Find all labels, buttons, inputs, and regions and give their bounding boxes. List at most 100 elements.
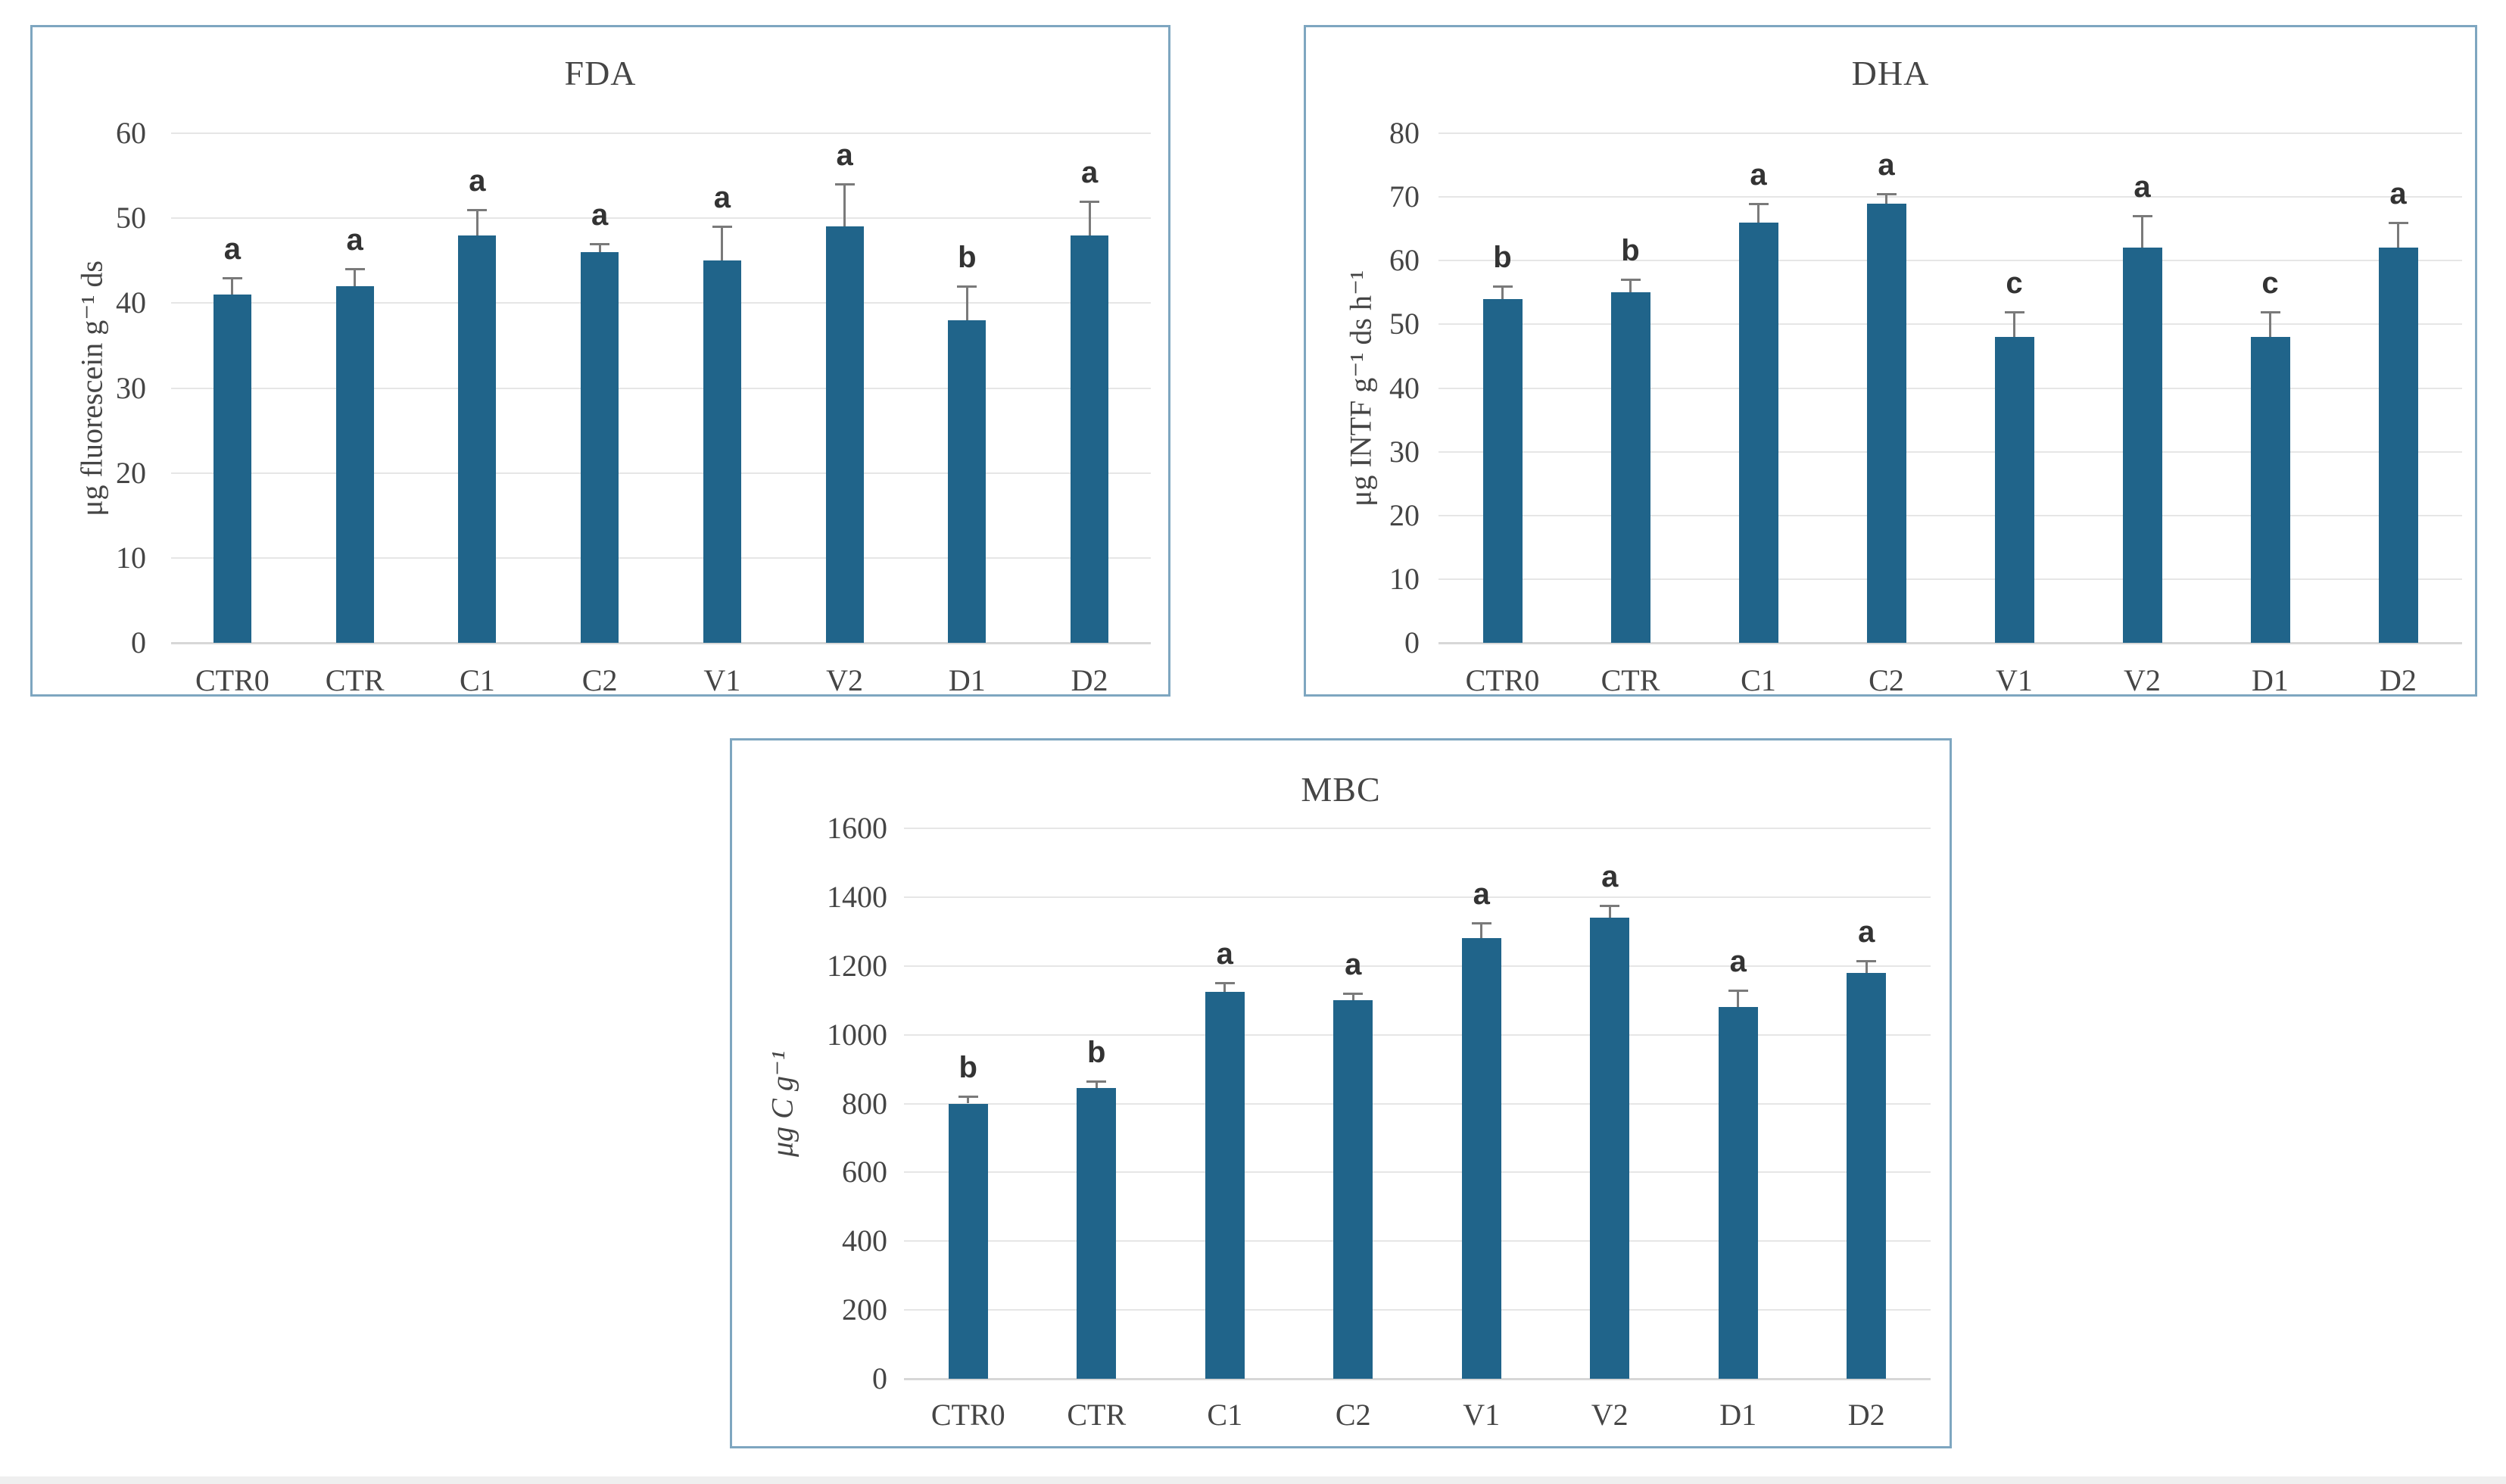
x-tick-label: CTR: [1067, 1398, 1127, 1432]
gridline: [1438, 578, 2462, 580]
bar-v2: [2122, 248, 2162, 643]
x-tick-label: D2: [2380, 663, 2417, 697]
x-tick-label: C1: [1207, 1398, 1243, 1432]
error-bar-cap: [1856, 959, 1877, 962]
error-bar-cap: [1086, 1080, 1107, 1083]
y-tick-label: 50: [1389, 307, 1420, 341]
sig-letter: a: [713, 181, 731, 215]
bar-c1: [1205, 991, 1245, 1379]
y-tick-label: 0: [872, 1361, 887, 1395]
gridline: [904, 1240, 1931, 1242]
bar-ctr: [1610, 292, 1650, 643]
error-bar: [2141, 216, 2143, 248]
sig-letter: a: [591, 198, 609, 232]
x-tick-label: C1: [1741, 663, 1776, 697]
bar-d2: [2378, 248, 2418, 643]
y-tick-label: 30: [116, 370, 146, 405]
x-tick-label: V1: [1996, 663, 2033, 697]
error-bar-cap: [467, 208, 488, 211]
sig-letter: b: [958, 240, 977, 274]
y-tick-label: 20: [116, 455, 146, 490]
y-tick-label: 600: [842, 1155, 887, 1189]
error-bar-cap: [712, 226, 732, 229]
x-tick-label: V2: [2124, 663, 2161, 697]
y-tick-label: 1600: [827, 811, 887, 845]
gridline: [171, 302, 1151, 304]
error-bar-cap: [1876, 192, 1897, 195]
sig-letter: a: [836, 139, 853, 173]
y-tick-label: 30: [1389, 434, 1420, 469]
gridline: [171, 556, 1151, 559]
error-bar: [2269, 311, 2271, 338]
cropped-caption-edge: [0, 1476, 2506, 1484]
error-bar: [1095, 1080, 1098, 1089]
gridline: [1438, 387, 2462, 389]
x-tick-label: D2: [1071, 663, 1108, 697]
error-bar: [967, 1096, 970, 1104]
error-bar-cap: [1492, 285, 1513, 288]
bar-d2: [1847, 972, 1887, 1379]
y-tick-label: 80: [1389, 116, 1420, 150]
sig-letter: a: [1878, 148, 1895, 182]
error-bar-cap: [2260, 310, 2280, 313]
gridline: [171, 217, 1151, 220]
error-bar-cap: [1620, 279, 1641, 282]
x-tick-label: C2: [581, 663, 618, 697]
sig-letter: a: [469, 164, 486, 198]
bar-ctr: [335, 285, 374, 643]
bar-d1: [2250, 337, 2290, 643]
gridline: [1438, 450, 2462, 453]
x-tick-label: CTR0: [930, 1398, 1005, 1432]
error-bar: [1480, 922, 1483, 939]
bar-d1: [1718, 1007, 1758, 1379]
x-tick-label: C2: [1869, 663, 1904, 697]
bar-v2: [1590, 918, 1630, 1379]
bar-ctr0: [213, 295, 251, 643]
error-bar: [231, 277, 234, 295]
gridline: [1438, 196, 2462, 198]
x-tick-label: C1: [460, 663, 495, 697]
x-tick-label: CTR: [325, 663, 385, 697]
sig-letter: a: [1750, 157, 1767, 192]
x-tick-label: V2: [826, 663, 864, 697]
bar-c2: [581, 252, 619, 643]
sig-letter: a: [223, 232, 241, 266]
chart-mbc: MBC μg C g⁻¹ 0 200 400 600 800 1000 1200 1400 16…: [730, 738, 1952, 1448]
y-tick-label: 10: [116, 540, 146, 575]
chart-title-mbc: MBC: [1301, 770, 1381, 809]
x-axis-line: [904, 1378, 1931, 1380]
gridline: [1438, 323, 2462, 326]
error-bar: [1608, 906, 1611, 918]
error-bar-cap: [1214, 982, 1235, 985]
y-tick-label: 10: [1389, 561, 1420, 596]
error-bar-cap: [590, 242, 610, 245]
error-bar-cap: [222, 276, 242, 279]
error-bar: [721, 226, 724, 261]
chart-title-dha: DHA: [1851, 54, 1930, 92]
bar-c1: [1738, 222, 1778, 643]
error-bar: [2397, 222, 2399, 248]
bar-c2: [1866, 203, 1906, 643]
gridline: [904, 1309, 1931, 1311]
x-axis-line: [1438, 642, 2462, 644]
y-tick-label: 200: [842, 1292, 887, 1327]
error-bar: [1088, 201, 1091, 235]
error-bar-cap: [1343, 993, 1364, 996]
y-tick-label: 1400: [827, 879, 887, 914]
y-tick-label: 40: [1389, 370, 1420, 405]
sig-letter: c: [2261, 266, 2279, 300]
error-bar: [1865, 960, 1868, 973]
bar-ctr0: [1482, 298, 1523, 643]
sig-letter: b: [1087, 1035, 1106, 1069]
error-bar-cap: [1471, 921, 1491, 924]
x-tick-label: CTR0: [1465, 663, 1540, 697]
y-tick-label: 50: [116, 201, 146, 235]
bar-v1: [1994, 337, 2034, 643]
error-bar: [598, 243, 601, 253]
bar-v1: [1461, 938, 1501, 1379]
x-tick-label: D2: [1847, 1398, 1885, 1432]
sig-letter: b: [1621, 234, 1640, 268]
x-tick-label: D1: [2252, 663, 2289, 697]
x-tick-label: D1: [1719, 1398, 1757, 1432]
bar-ctr0: [948, 1103, 988, 1379]
